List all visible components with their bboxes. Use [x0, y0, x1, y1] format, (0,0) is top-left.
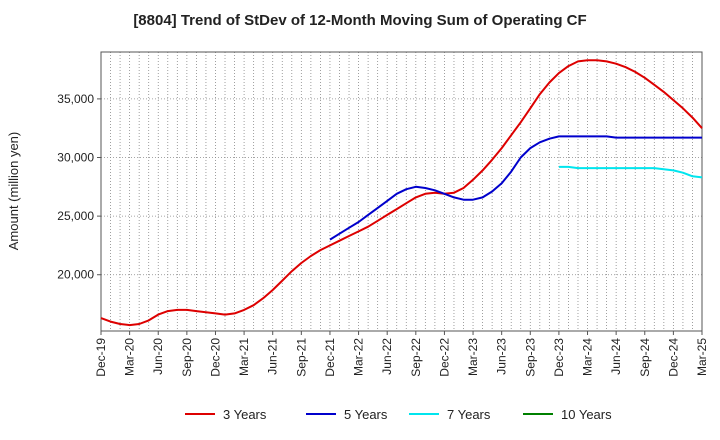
x-tick-label: Mar-21: [237, 338, 251, 376]
y-axis: 20,000 25,000 30,000 35,000: [57, 92, 101, 282]
x-tick-label: Sep-22: [409, 338, 423, 377]
x-tick-label: Jun-24: [609, 338, 623, 375]
grid-lines: [101, 52, 702, 331]
y-tick-label: 20,000: [57, 268, 94, 282]
x-tick-label: Jun-21: [266, 338, 280, 375]
x-tick-label: Jun-22: [380, 338, 394, 375]
legend-label: 3 Years: [223, 407, 267, 422]
y-tick-label: 30,000: [57, 151, 94, 165]
plot-border: [100, 51, 703, 332]
y-tick-label: 35,000: [57, 92, 94, 106]
x-tick-label: Jun-23: [495, 338, 509, 375]
legend-label: 5 Years: [344, 407, 388, 422]
chart-title: [8804] Trend of StDev of 12-Month Moving…: [133, 12, 587, 29]
x-tick-label: Dec-21: [323, 338, 337, 377]
x-tick-label: Sep-21: [294, 338, 308, 377]
series-line-5-years: [329, 135, 702, 241]
legend-label: 10 Years: [561, 407, 612, 422]
x-tick-label: Sep-24: [638, 338, 652, 377]
plot-frame: [100, 51, 703, 332]
x-tick-label: Dec-20: [208, 338, 222, 377]
y-axis-title: Amount (million yen): [6, 132, 21, 251]
series-line-7-years: [558, 165, 703, 179]
y-tick-label: 25,000: [57, 209, 94, 223]
x-tick-label: Mar-23: [466, 338, 480, 376]
x-tick-label: Jun-20: [151, 338, 165, 375]
x-tick-label: Dec-22: [437, 338, 451, 377]
x-tick-label: Dec-19: [94, 338, 108, 377]
x-tick-label: Mar-24: [581, 338, 595, 376]
series-line-3-years: [100, 59, 703, 327]
legend: 3 Years 5 Years 7 Years 10 Years: [185, 407, 612, 422]
x-tick-label: Dec-24: [666, 338, 680, 377]
x-tick-label: Mar-25: [695, 338, 709, 376]
legend-label: 7 Years: [447, 407, 491, 422]
x-tick-label: Mar-20: [123, 338, 137, 376]
x-tick-label: Mar-22: [352, 338, 366, 376]
x-tick-label: Dec-23: [552, 338, 566, 377]
x-tick-label: Sep-20: [180, 338, 194, 377]
x-axis: Dec-19 Mar-20 Jun-20 Sep-20 Dec-20 Mar-21 Jun-…: [94, 331, 709, 377]
x-tick-label: Sep-23: [523, 338, 537, 377]
series-lines: [100, 59, 703, 327]
